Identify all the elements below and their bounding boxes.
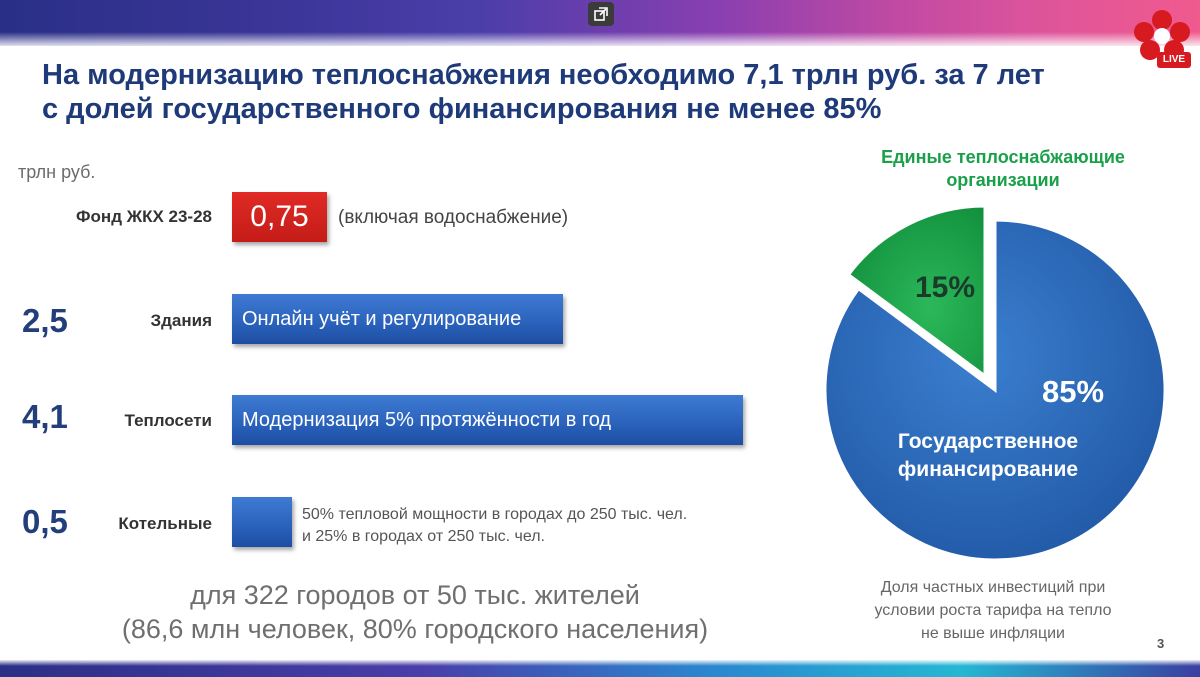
pie-note-line-2: условии роста тарифа на тепло xyxy=(874,602,1112,619)
pie-slice-blue xyxy=(823,218,1167,562)
pie-blue-label-line-1: Государственное xyxy=(898,430,1078,453)
funding-pie-chart: 15% 85% Государственное финансирование xyxy=(823,204,1167,562)
boiler-bar xyxy=(232,497,292,547)
pie-note-line-3: не выше инфляции xyxy=(921,625,1065,642)
fund-label: Фонд ЖКХ 23-28 xyxy=(76,207,212,226)
pie-heading-line-1: Единые теплоснабжающие xyxy=(881,147,1125,167)
pie-green-percent: 15% xyxy=(915,271,975,304)
boiler-note: 50% тепловой мощности в городах до 250 т… xyxy=(302,504,822,548)
pie-slice-green xyxy=(846,204,987,379)
buildings-number: 2,5 xyxy=(22,302,68,339)
pie-heading: Единые теплоснабжающие организации xyxy=(848,146,1158,192)
live-badge: LIVE xyxy=(1157,52,1191,68)
boiler-note-line-2: и 25% в городах от 250 тыс. чел. xyxy=(302,528,545,545)
buildings-bar: Онлайн учёт и регулирование xyxy=(232,294,563,344)
fund-note: (включая водоснабжение) xyxy=(338,207,569,228)
bottom-decorative-band xyxy=(0,660,1200,677)
title-line-1: На модернизацию теплоснабжения необходим… xyxy=(42,59,1045,91)
flower-logo-icon xyxy=(1134,10,1190,60)
expand-icon[interactable] xyxy=(588,2,614,26)
cities-line-1: для 322 городов от 50 тыс. жителей xyxy=(190,580,640,610)
heatnet-label: Теплосети xyxy=(124,411,212,430)
buildings-label: Здания xyxy=(150,311,212,330)
pie-blue-percent: 85% xyxy=(1042,374,1104,409)
pie-note: Доля частных инвестиций при условии рост… xyxy=(828,576,1158,645)
unit-label: трлн руб. xyxy=(18,162,96,182)
heatnet-number: 4,1 xyxy=(22,398,68,435)
fund-value-box: 0,75 xyxy=(232,192,327,242)
pie-heading-line-2: организации xyxy=(946,170,1060,190)
page-number: 3 xyxy=(1157,636,1165,651)
cities-line-2: (86,6 млн человек, 80% городского населе… xyxy=(121,614,709,644)
pie-note-line-1: Доля частных инвестиций при xyxy=(880,579,1106,596)
cities-footnote: для 322 городов от 50 тыс. жителей (86,6… xyxy=(70,578,760,646)
boiler-label: Котельные xyxy=(118,514,212,533)
title-line-2: с долей государственного финансирования … xyxy=(42,93,882,125)
pie-blue-label-line-2: финансирование xyxy=(898,458,1078,481)
boiler-number: 0,5 xyxy=(22,503,68,540)
boiler-note-line-1: 50% тепловой мощности в городах до 250 т… xyxy=(302,506,688,523)
slide-title: На модернизацию теплоснабжения необходим… xyxy=(42,58,1102,126)
heatnet-bar: Модернизация 5% протяжённости в год xyxy=(232,395,743,445)
